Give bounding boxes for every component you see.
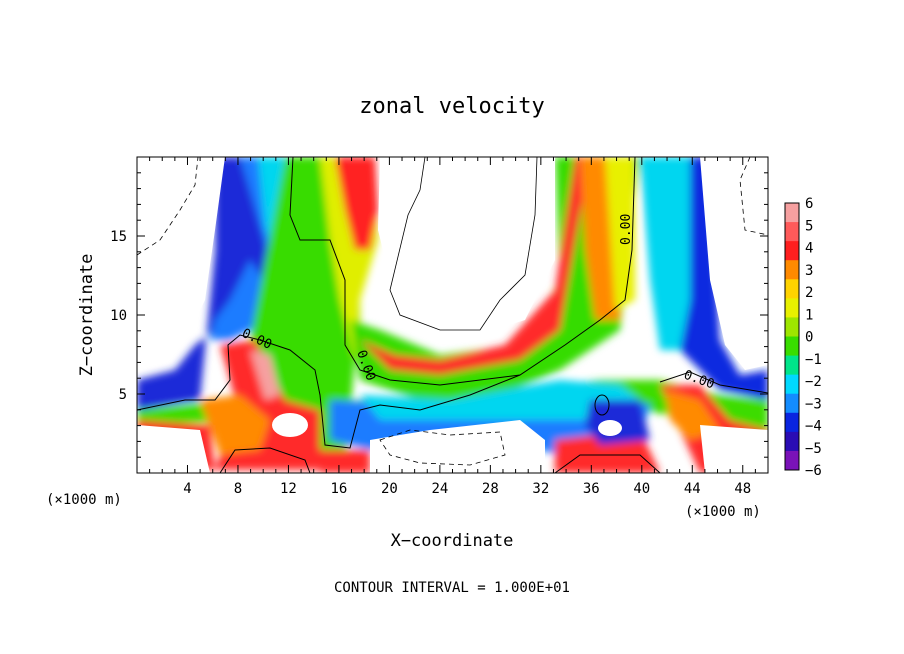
x-tick-label: 8 [234, 481, 242, 497]
upper-right-white-region [700, 157, 768, 370]
colorbar-label: −1 [805, 352, 822, 368]
arch-red [360, 157, 590, 375]
colorbar-swatch [785, 374, 799, 395]
zero-contour-left [289, 157, 636, 386]
dashed-contour-right [739, 157, 768, 236]
colorbar-frame [784, 202, 800, 471]
colorbar-swatch [785, 222, 799, 242]
x-tick-label: 32 [532, 481, 549, 497]
colorbar-swatch [785, 431, 799, 452]
x-tick-label: 24 [431, 481, 448, 497]
colorbar-swatch [785, 241, 799, 261]
small-contour-loop [594, 394, 610, 416]
contour-lines [137, 157, 768, 473]
x-axis-label: X−coordinate [391, 531, 514, 551]
colorbar-swatch [785, 298, 799, 318]
colorbar-label: 6 [805, 196, 813, 212]
zero-contour-lower [137, 334, 521, 449]
colorbar-label: −5 [805, 441, 822, 457]
colorbar-swatch [785, 203, 799, 223]
colorbar-label: −3 [805, 396, 822, 412]
chart-title: zonal velocity [359, 94, 544, 119]
colorbar-swatch [785, 336, 799, 357]
colorbar-swatch [785, 393, 799, 414]
lower-cyan-band [360, 380, 640, 420]
right-plume-cyan [640, 157, 690, 350]
y-tick-label: 5 [119, 387, 127, 403]
lower-left-orange [200, 395, 270, 455]
dashed-contour-left [137, 157, 199, 256]
colorbar-swatch [785, 412, 799, 433]
upper-left-white-region [137, 157, 225, 365]
axis-ticks [137, 157, 768, 473]
colorbar [784, 202, 800, 471]
colorbar-label: −2 [805, 374, 822, 390]
bottom-contour [219, 447, 661, 473]
x-tick-label: 4 [183, 481, 191, 497]
colorbar-label: 5 [805, 218, 813, 234]
y-tick-label: 15 [110, 229, 127, 245]
velocity-field [137, 157, 768, 473]
bottom-mid-red [320, 450, 370, 473]
x-tick-label: 44 [684, 481, 701, 497]
x-tick-label: 28 [482, 481, 499, 497]
white-spot-right [598, 420, 622, 436]
x-tick-label: 40 [633, 481, 650, 497]
left-column-red [335, 157, 378, 250]
x-tick-label: 12 [280, 481, 297, 497]
colorbar-labels: 6 5 4 3 2 1 0 −1 −2 −3 −4 −5 −6 [805, 196, 822, 479]
x-tick-label: 36 [583, 481, 600, 497]
colorbar-label: 1 [805, 307, 813, 323]
upper-white-region [378, 157, 555, 340]
lower-right-white-region [700, 425, 768, 473]
colorbar-label: 3 [805, 263, 813, 279]
x-unit-left: (×1000 m) [46, 492, 122, 508]
colorbar-swatch [785, 260, 799, 280]
colorbar-label: 4 [805, 241, 813, 257]
contour-label: 0.00 [619, 214, 634, 245]
x-tick-label: 48 [734, 481, 751, 497]
zero-contour-right [659, 371, 768, 394]
colorbar-swatch [785, 355, 799, 376]
colorbar-swatch [785, 317, 799, 337]
dashed-contour-lower [379, 429, 506, 466]
colorbar-label: 0 [805, 330, 813, 346]
lower-left-pink [250, 350, 280, 400]
colorbar-swatch [785, 279, 799, 299]
colorbar-swatch [785, 450, 799, 471]
colorbar-label: 2 [805, 285, 813, 301]
right-column-yellow [605, 157, 635, 310]
colorbar-label: −6 [805, 463, 822, 479]
y-axis-label: Z−coordinate [77, 254, 97, 377]
thin-contour-upper [389, 157, 538, 331]
x-unit-right: (×1000 m) [685, 504, 761, 520]
x-tick-label: 20 [381, 481, 398, 497]
x-tick-label: 16 [330, 481, 347, 497]
white-spot-left [272, 413, 308, 437]
contour-interval-note: CONTOUR INTERVAL = 1.000E+01 [334, 580, 570, 596]
lower-left-white-region [137, 425, 210, 473]
lower-middle-white-region [370, 420, 545, 473]
y-tick-label: 10 [110, 308, 127, 324]
colorbar-label: −4 [805, 419, 822, 435]
